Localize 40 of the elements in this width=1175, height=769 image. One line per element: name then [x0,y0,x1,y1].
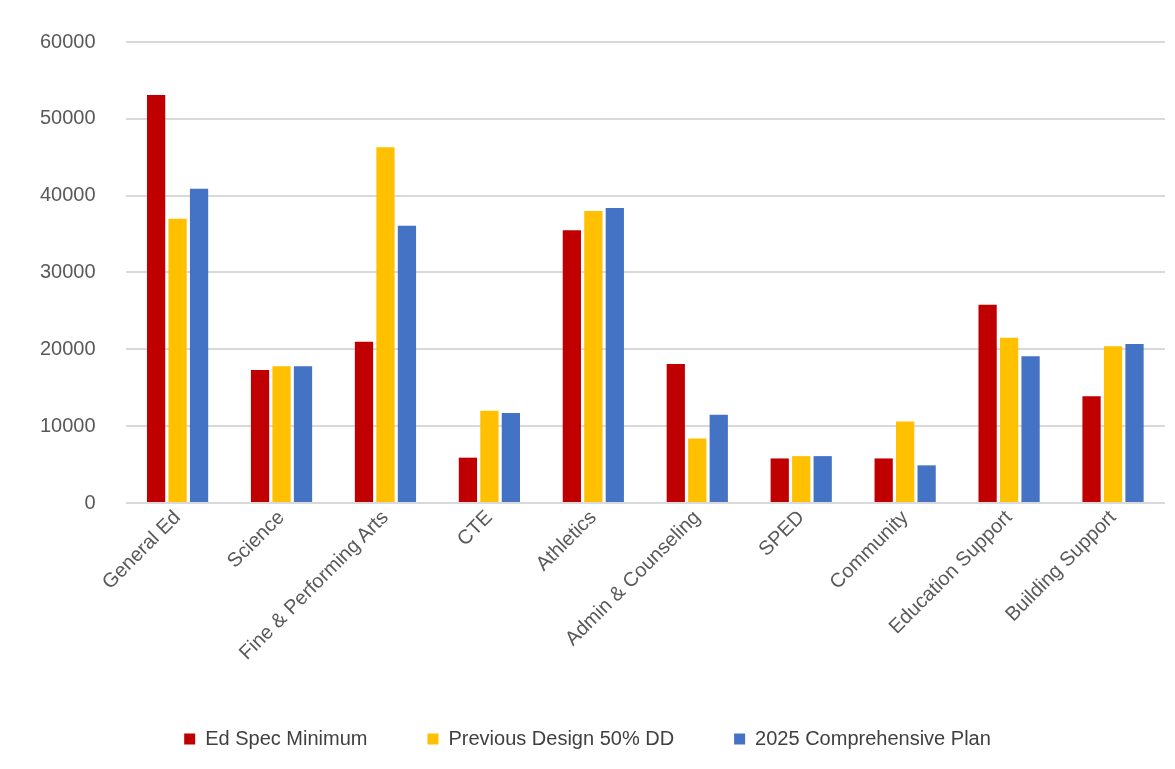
bar [917,465,936,502]
bar [1021,356,1040,502]
bar [376,147,395,502]
bar [874,458,893,502]
y-tick-label: 10000 [39,413,96,436]
bar [770,458,789,502]
bar [999,337,1019,502]
bar [480,410,499,502]
bar [666,363,685,502]
bar [189,188,209,502]
bar [1125,343,1144,502]
bar [168,218,187,502]
y-tick-label: 0 [84,490,96,513]
legend-label: Previous Design 50% DD [448,726,675,749]
bar [978,304,997,502]
bar [293,366,313,502]
bar [792,456,811,502]
y-tick-label: 50000 [39,106,96,129]
y-tick-label: 30000 [39,260,96,283]
bar [584,211,603,502]
bar [688,438,707,502]
bar [1082,396,1101,502]
y-tick-label: 20000 [39,336,96,359]
bar [709,414,728,502]
y-tick-label: 60000 [39,29,96,52]
bar [146,95,166,502]
bar [501,413,521,502]
bar [458,457,478,502]
bar [250,370,270,502]
bar [896,421,915,502]
bar [813,456,832,502]
bar [1103,346,1123,502]
bar [354,341,374,502]
bar [397,225,417,502]
legend-label: 2025 Comprehensive Plan [755,726,991,749]
bar [605,207,624,502]
y-tick-label: 40000 [39,183,96,206]
legend-label: Ed Spec Minimum [205,726,368,749]
bar [272,366,291,502]
bar [562,230,581,502]
